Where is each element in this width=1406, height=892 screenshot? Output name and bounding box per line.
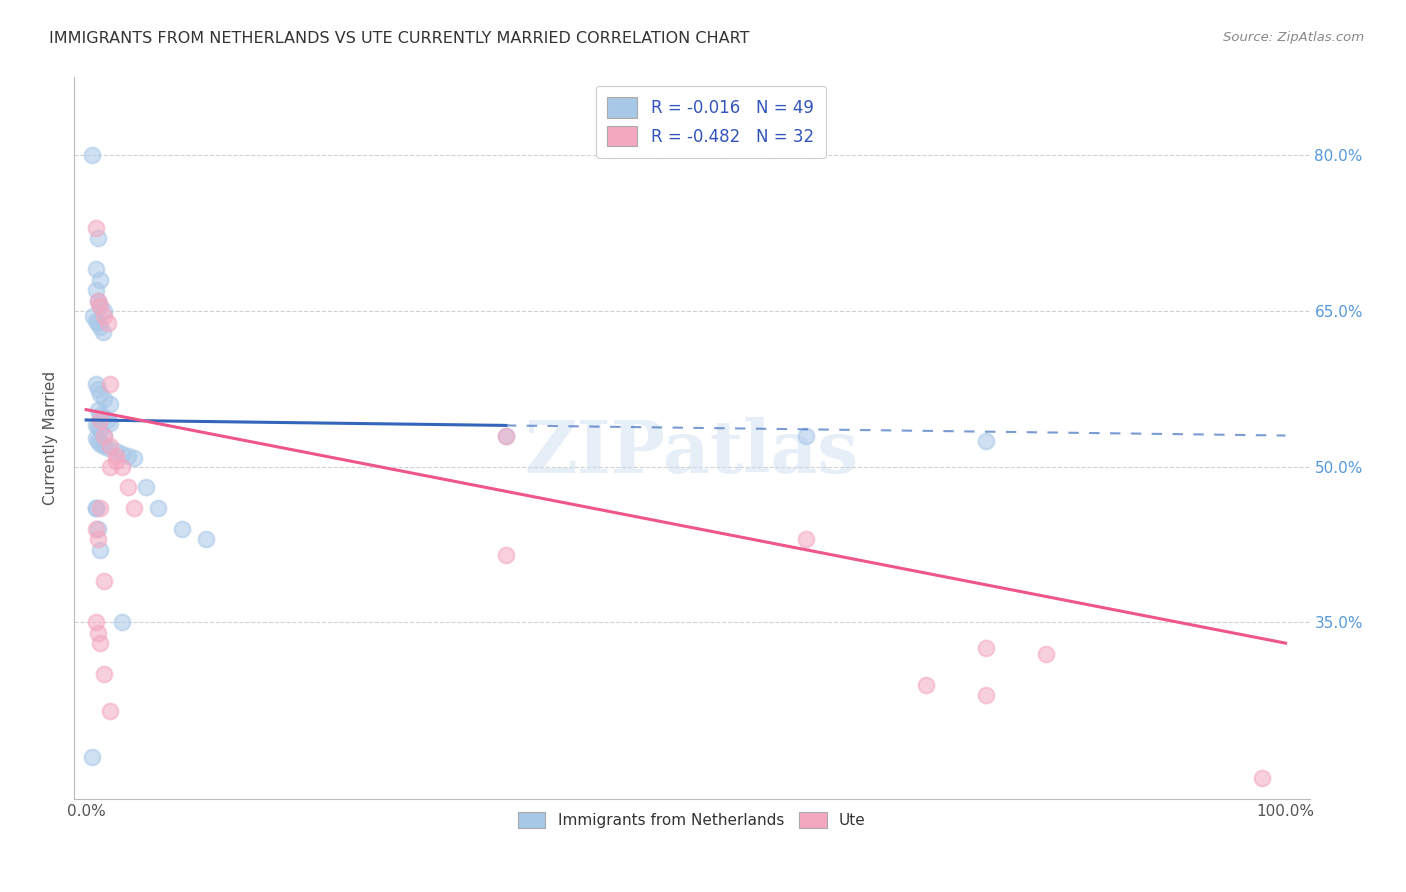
Point bbox=[89, 319, 111, 334]
Point bbox=[87, 402, 110, 417]
Point bbox=[98, 416, 121, 430]
Point bbox=[111, 459, 134, 474]
Point bbox=[89, 542, 111, 557]
Point bbox=[93, 409, 115, 424]
Point bbox=[84, 522, 107, 536]
Point bbox=[122, 451, 145, 466]
Point bbox=[914, 678, 936, 692]
Point bbox=[89, 501, 111, 516]
Point bbox=[93, 428, 115, 442]
Legend: Immigrants from Netherlands, Ute: Immigrants from Netherlands, Ute bbox=[512, 806, 872, 835]
Point bbox=[794, 533, 817, 547]
Point bbox=[495, 428, 517, 442]
Point bbox=[974, 434, 997, 448]
Text: Source: ZipAtlas.com: Source: ZipAtlas.com bbox=[1223, 31, 1364, 45]
Point bbox=[97, 317, 120, 331]
Point bbox=[87, 293, 110, 308]
Point bbox=[93, 309, 115, 323]
Point bbox=[89, 299, 111, 313]
Point bbox=[87, 231, 110, 245]
Point bbox=[89, 437, 111, 451]
Point bbox=[495, 428, 517, 442]
Point bbox=[93, 392, 115, 407]
Point bbox=[87, 382, 110, 396]
Point bbox=[98, 704, 121, 718]
Point bbox=[111, 447, 134, 461]
Point bbox=[117, 450, 139, 464]
Point bbox=[111, 615, 134, 630]
Point bbox=[84, 501, 107, 516]
Point bbox=[89, 636, 111, 650]
Point bbox=[84, 221, 107, 235]
Point bbox=[97, 441, 120, 455]
Point bbox=[87, 420, 110, 434]
Point bbox=[91, 325, 114, 339]
Point bbox=[93, 439, 115, 453]
Point bbox=[84, 418, 107, 433]
Point bbox=[93, 304, 115, 318]
Point bbox=[97, 413, 120, 427]
Point bbox=[105, 454, 128, 468]
Point bbox=[974, 641, 997, 656]
Point bbox=[98, 459, 121, 474]
Point bbox=[93, 667, 115, 681]
Point bbox=[87, 533, 110, 547]
Point bbox=[794, 428, 817, 442]
Point bbox=[84, 501, 107, 516]
Point bbox=[87, 434, 110, 448]
Point bbox=[80, 750, 103, 764]
Point bbox=[89, 423, 111, 437]
Point bbox=[195, 533, 218, 547]
Point bbox=[87, 317, 110, 331]
Point bbox=[87, 522, 110, 536]
Point bbox=[98, 439, 121, 453]
Point bbox=[84, 283, 107, 297]
Point bbox=[93, 574, 115, 588]
Point bbox=[122, 501, 145, 516]
Point bbox=[98, 397, 121, 411]
Point bbox=[495, 548, 517, 562]
Point bbox=[87, 625, 110, 640]
Point bbox=[89, 299, 111, 313]
Point bbox=[98, 376, 121, 391]
Point bbox=[84, 314, 107, 328]
Point bbox=[89, 387, 111, 401]
Point bbox=[117, 480, 139, 494]
Point bbox=[105, 450, 128, 464]
Point bbox=[93, 428, 115, 442]
Point bbox=[105, 444, 128, 458]
Point bbox=[89, 408, 111, 422]
Point bbox=[80, 148, 103, 162]
Point bbox=[89, 273, 111, 287]
Point bbox=[1035, 647, 1057, 661]
Point bbox=[89, 413, 111, 427]
Point bbox=[146, 501, 169, 516]
Point bbox=[135, 480, 157, 494]
Text: ZIPatlas: ZIPatlas bbox=[524, 417, 859, 488]
Point bbox=[974, 688, 997, 702]
Point bbox=[87, 293, 110, 308]
Point bbox=[84, 615, 107, 630]
Text: IMMIGRANTS FROM NETHERLANDS VS UTE CURRENTLY MARRIED CORRELATION CHART: IMMIGRANTS FROM NETHERLANDS VS UTE CURRE… bbox=[49, 31, 749, 46]
Point bbox=[82, 309, 104, 323]
Point bbox=[84, 431, 107, 445]
Point bbox=[1250, 771, 1272, 785]
Point bbox=[84, 262, 107, 277]
Y-axis label: Currently Married: Currently Married bbox=[44, 371, 58, 505]
Point bbox=[84, 376, 107, 391]
Point bbox=[170, 522, 193, 536]
